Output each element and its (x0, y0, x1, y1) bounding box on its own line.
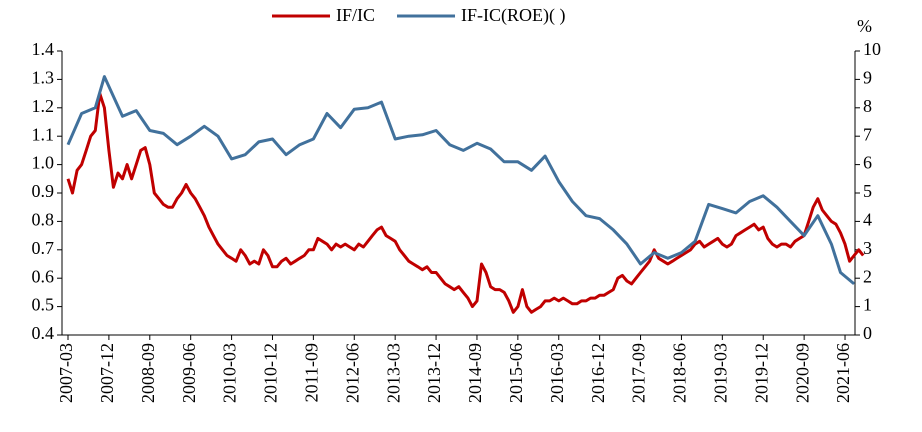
y2-axis-label: % (857, 16, 872, 36)
y2-tick-label: 5 (863, 181, 872, 201)
y2-tick-label: 3 (863, 238, 872, 258)
x-tick-label: 2013-03 (383, 343, 403, 403)
y2-tick-label: 8 (863, 96, 872, 116)
x-tick-label: 2014-09 (465, 343, 485, 403)
y-tick-label: 0.5 (32, 295, 55, 315)
x-tick-label: 2016-03 (547, 343, 567, 403)
x-tick-label: 2008-09 (138, 343, 158, 403)
y-tick-label: 0.4 (32, 323, 55, 343)
x-tick-label: 2009-06 (179, 343, 199, 403)
y-tick-label: 1.0 (32, 153, 55, 173)
x-tick-label: 2021-06 (833, 343, 853, 403)
x-tick-label: 2007-03 (56, 343, 76, 403)
y-tick-label: 0.6 (32, 266, 55, 286)
y-tick-label: 0.7 (32, 238, 55, 258)
y-tick-label: 1.4 (32, 39, 55, 59)
x-tick-label: 2010-12 (261, 343, 281, 403)
y2-tick-label: 4 (863, 210, 872, 230)
x-tick-label: 2018-06 (670, 343, 690, 403)
y2-tick-label: 0 (863, 323, 872, 343)
y2-tick-label: 1 (863, 295, 872, 315)
y-tick-label: 1.3 (32, 68, 55, 88)
x-tick-label: 2017-09 (629, 343, 649, 403)
y-tick-label: 0.9 (32, 181, 55, 201)
x-tick-label: 2016-12 (588, 343, 608, 403)
line-series (66, 75, 856, 286)
y-tick-label: 0.8 (32, 210, 55, 230)
legend-label: IF/IC (336, 5, 375, 25)
x-tick-label: 2010-03 (220, 343, 240, 403)
x-tick-label: 2015-06 (506, 343, 526, 403)
line-series (66, 92, 865, 314)
x-tick-label: 2019-03 (710, 343, 730, 403)
x-tick-label: 2019-12 (751, 343, 771, 403)
x-tick-label: 2007-12 (97, 343, 117, 403)
y2-tick-label: 7 (863, 124, 872, 144)
y-tick-label: 1.1 (32, 124, 55, 144)
legend-label: IF-IC(ROE)( ) (461, 5, 565, 26)
y2-tick-label: 9 (863, 68, 872, 88)
x-tick-label: 2020-09 (792, 343, 812, 403)
x-tick-label: 2012-06 (342, 343, 362, 403)
y2-tick-label: 10 (863, 39, 881, 59)
x-tick-label: 2011-09 (302, 343, 322, 402)
y-tick-label: 1.2 (32, 96, 55, 116)
x-tick-label: 2013-12 (424, 343, 444, 403)
y2-tick-label: 2 (863, 266, 872, 286)
y2-tick-label: 6 (863, 153, 872, 173)
